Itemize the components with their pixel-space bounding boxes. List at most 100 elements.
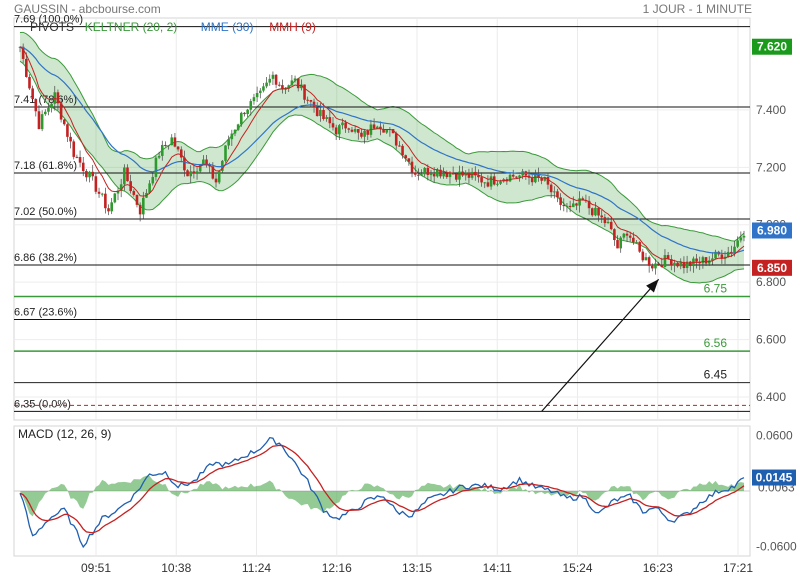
time-tick-label: 16:23 (643, 561, 673, 575)
candle-body (252, 97, 256, 102)
last-price-tag-bg (752, 38, 792, 55)
candle-body (135, 194, 139, 205)
indicator-lines (19, 46, 745, 264)
candle-body (100, 193, 104, 195)
candle-body (714, 251, 717, 259)
candle-body (271, 74, 275, 79)
candle-body (483, 182, 487, 184)
candle-body (290, 80, 294, 86)
candle-body (448, 173, 452, 178)
candle-body (499, 181, 502, 184)
candle-body (334, 127, 338, 135)
candle-body (31, 88, 34, 100)
candle-body (578, 198, 581, 206)
candle-body (473, 171, 477, 176)
candle-body (622, 233, 626, 238)
candle-body (559, 197, 562, 205)
macd-tick-label: 0.0600 (756, 428, 793, 442)
candle-body (366, 130, 370, 135)
candle-body (587, 200, 591, 209)
candle-body (179, 149, 183, 158)
candle-body (382, 129, 385, 133)
candle-body (211, 166, 215, 179)
support-levels: 6.75 6.56 6.45 (14, 282, 750, 384)
candle-body (385, 129, 389, 133)
candle-body (104, 193, 107, 209)
candle-body (511, 174, 515, 177)
candle-body (442, 173, 445, 177)
price-tick-label: 7.400 (756, 103, 786, 117)
candle-body (347, 128, 351, 130)
candle-body (467, 172, 471, 178)
candle-body (107, 208, 110, 212)
candle-body (350, 129, 354, 132)
trend-arrow-line (541, 278, 660, 412)
candles (18, 43, 746, 275)
candle-body (625, 233, 629, 236)
time-tick-label: 10:38 (161, 561, 191, 575)
macd-tick-label: -0.0600 (756, 540, 797, 554)
candle-body (195, 171, 199, 174)
candle-body (72, 141, 76, 157)
candle-body (540, 177, 543, 181)
candle-body (138, 204, 142, 215)
candle-body (262, 86, 265, 91)
candle-body (59, 103, 63, 120)
price-tag: 6.850 (757, 261, 787, 275)
candle-body (606, 221, 610, 224)
time-tick-label: 17:21 (723, 561, 753, 575)
candle-body (628, 235, 632, 238)
signal-line (19, 444, 745, 534)
candle-body (445, 173, 449, 178)
candle-body (28, 76, 31, 89)
candle-body (663, 255, 667, 267)
candle-body (281, 85, 284, 89)
candle-body (695, 258, 698, 262)
candle-body (243, 112, 246, 115)
candle-body (123, 167, 126, 185)
candle-body (110, 202, 113, 212)
candle-body (265, 82, 268, 87)
candle-body (160, 144, 164, 156)
candle-body (654, 263, 657, 269)
candle-body (167, 145, 170, 147)
candle-body (711, 258, 714, 261)
macd-title: MACD (12, 26, 9) (18, 427, 111, 441)
candle-body (69, 136, 72, 142)
candle-body (701, 257, 705, 264)
candle-body (372, 124, 376, 129)
candle-body (571, 203, 575, 208)
macd-histogram (20, 475, 744, 517)
candle-body (116, 190, 120, 194)
candle-body (176, 146, 180, 150)
time-tick-label: 11:24 (242, 561, 271, 575)
candle-body (249, 101, 253, 110)
candle-body (657, 263, 660, 265)
candle-body (669, 259, 673, 266)
candle-body (619, 237, 622, 249)
pivot-label: 6.86 (38.2%) (14, 252, 77, 264)
candle-body (407, 158, 411, 162)
support-label: 6.75 (704, 282, 728, 296)
candle-body (470, 171, 474, 178)
support-label: 6.45 (704, 368, 728, 382)
candle-body (296, 78, 300, 89)
candle-body (496, 183, 499, 185)
legend-item: PIVOTS (30, 20, 74, 34)
candle-body (344, 122, 347, 129)
candle-body (394, 133, 398, 146)
mme-line (19, 46, 745, 255)
candle-body (319, 109, 322, 117)
candle-body (733, 246, 736, 254)
candle-body (534, 174, 537, 183)
candle-body (277, 84, 281, 86)
candle-body (91, 171, 95, 177)
candle-body (439, 169, 442, 177)
candle-body (632, 237, 635, 243)
pivot-label: 7.69 (100.0%) (14, 14, 83, 26)
candle-body (404, 155, 408, 159)
pivot-label: 7.18 (61.8%) (14, 160, 77, 172)
candle-body (287, 85, 291, 89)
candle-body (274, 74, 278, 85)
candle-body (515, 176, 518, 178)
